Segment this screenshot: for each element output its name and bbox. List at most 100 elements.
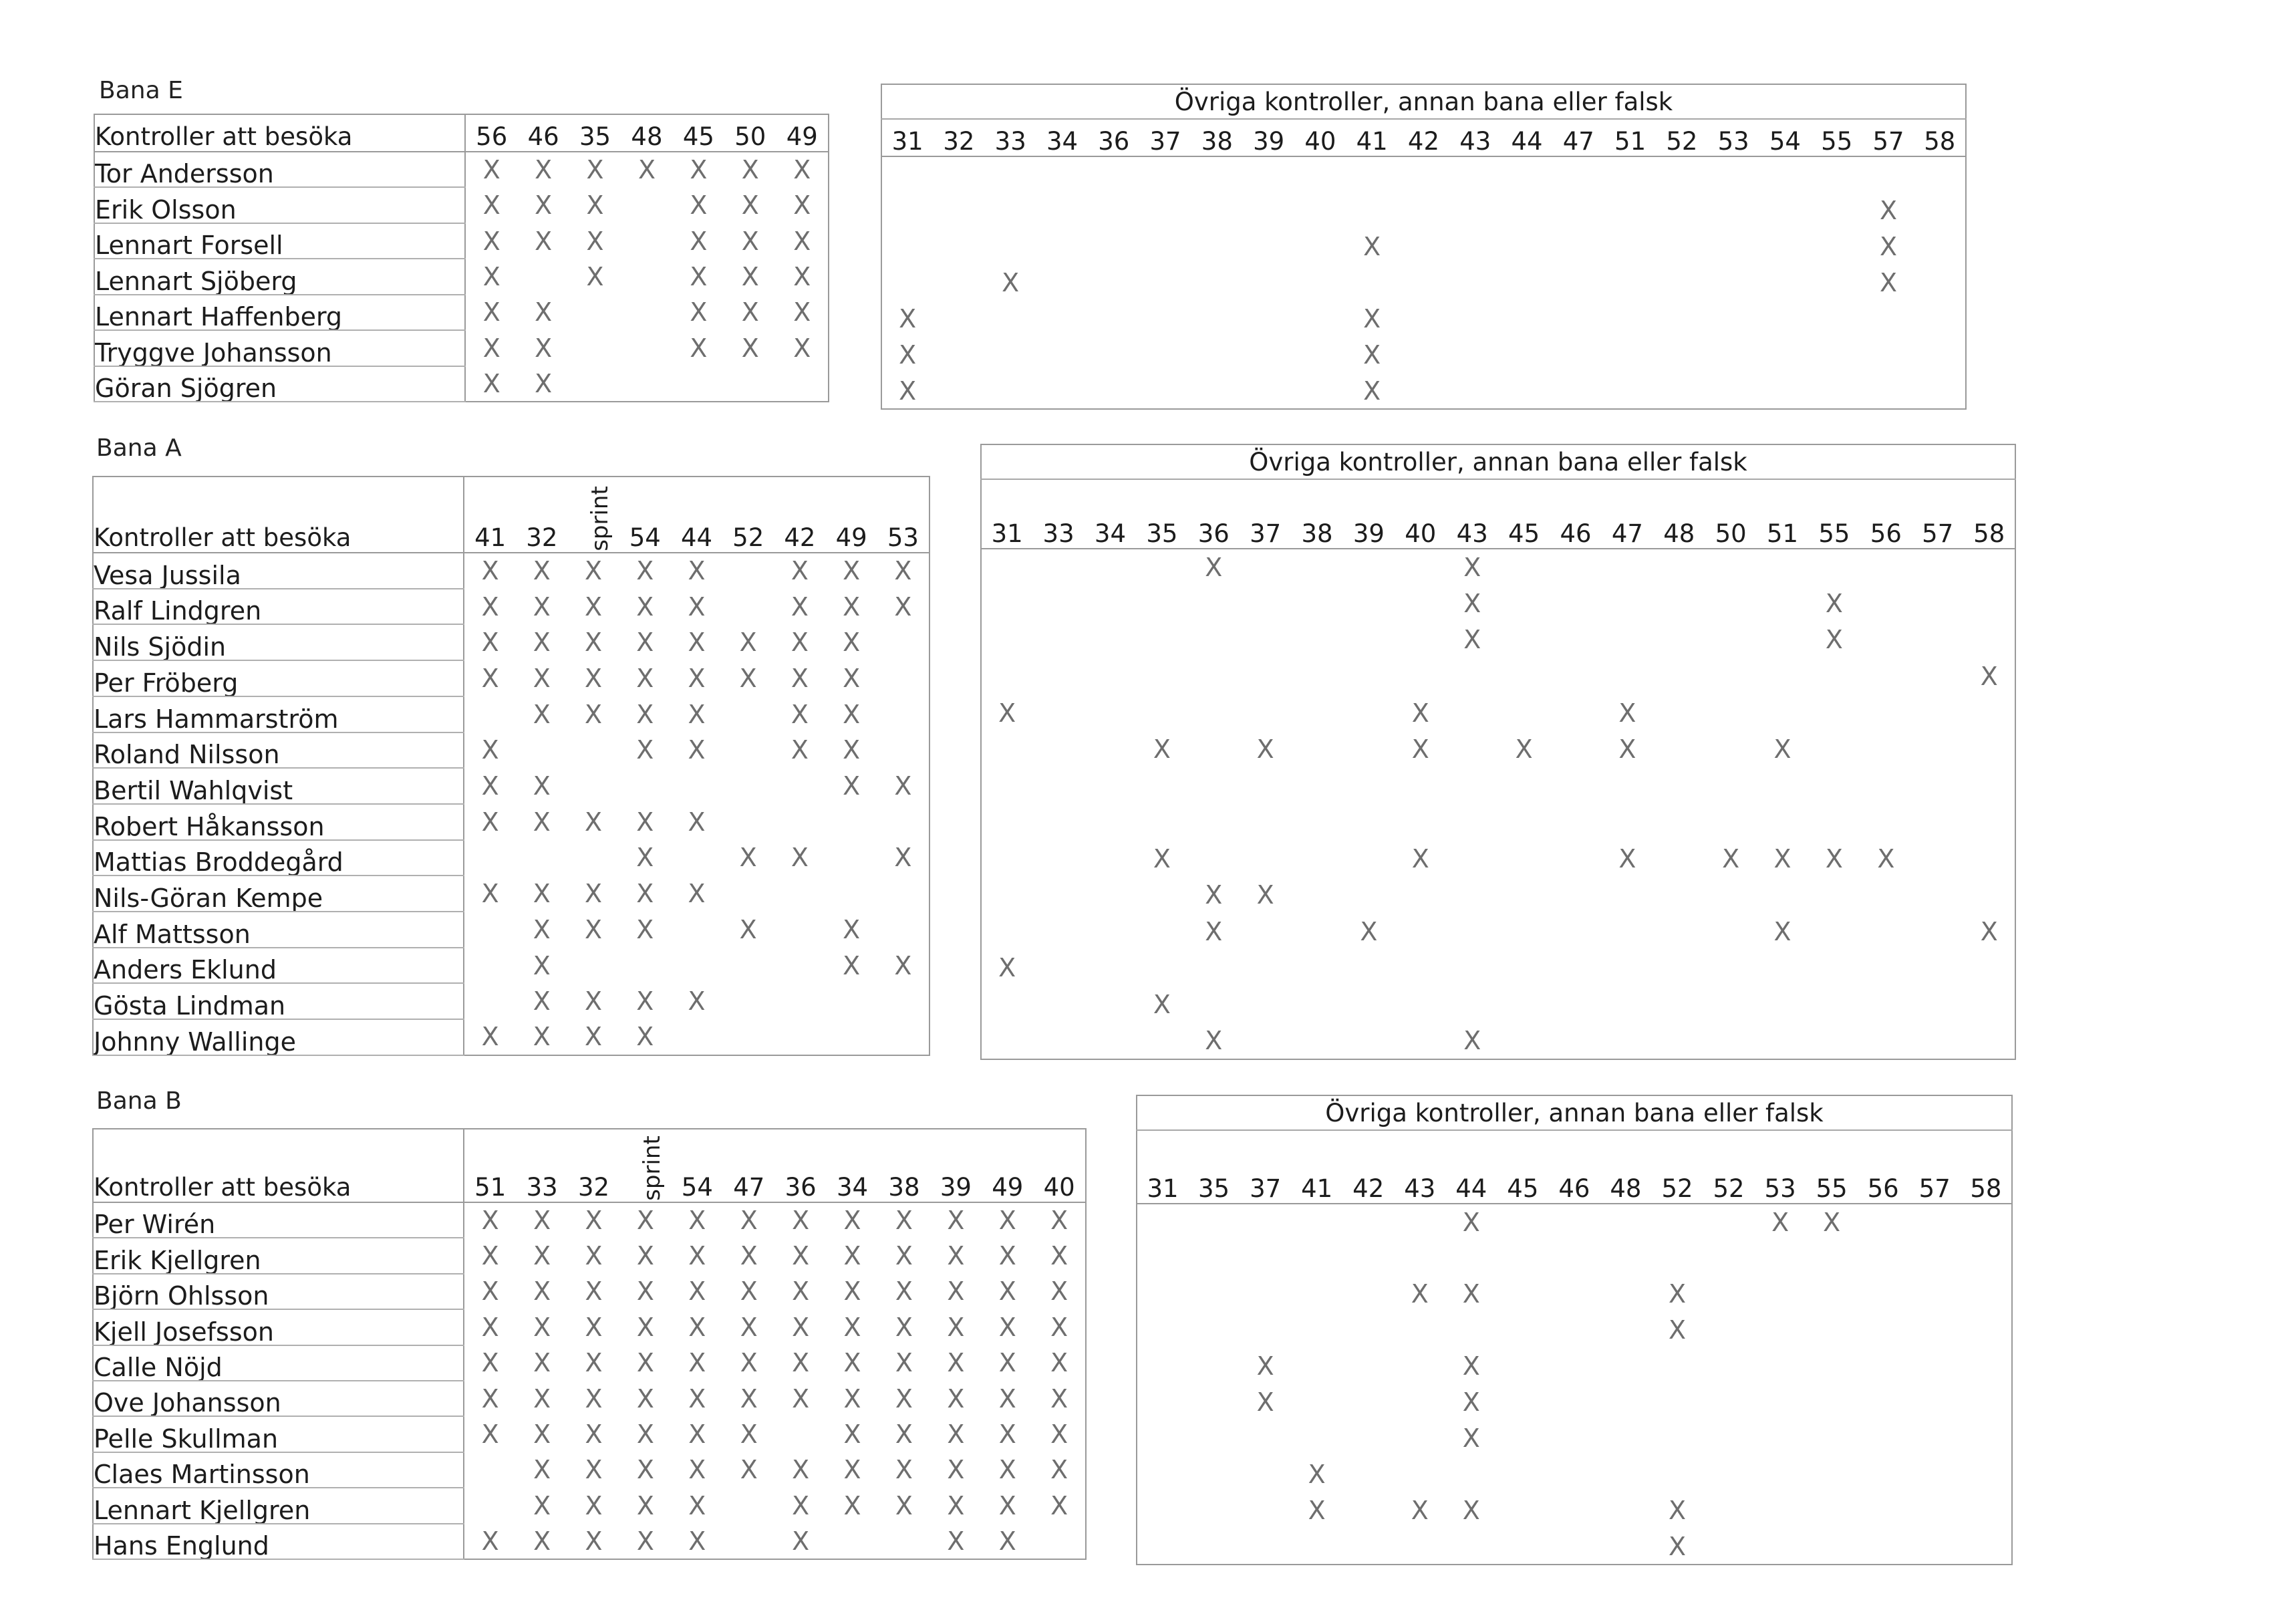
other-control-mark <box>1757 549 1808 585</box>
other-control-mark <box>1963 841 2015 878</box>
other-control-mark <box>1963 767 2015 804</box>
other-control-mark <box>1653 877 1705 914</box>
other-control-mark <box>1860 877 1912 914</box>
control-mark: X <box>636 1383 654 1414</box>
other-control-mark: X <box>1363 232 1381 261</box>
other-control-number: 42 <box>1342 1130 1395 1204</box>
other-control-mark <box>1137 1204 1188 1240</box>
other-control-mark <box>1600 1420 1651 1456</box>
other-runner-row <box>981 767 2015 804</box>
other-control-mark <box>1447 950 1498 986</box>
other-control-mark <box>1653 622 1705 658</box>
other-control-mark <box>1136 1023 1187 1059</box>
other-control-mark <box>1398 265 1449 301</box>
control-mark: X <box>792 1455 810 1485</box>
other-control-mark <box>1705 767 1756 804</box>
other-control-mark <box>1139 156 1191 192</box>
other-control-mark <box>1498 694 1550 731</box>
other-control-mark <box>1550 622 1601 658</box>
control-mark: X <box>636 1206 654 1236</box>
control-mark: X <box>998 1206 1016 1236</box>
other-control-mark: X <box>1153 843 1171 874</box>
control-mark: X <box>792 1206 810 1236</box>
other-control-mark <box>1755 1492 1806 1528</box>
other-control-mark <box>1395 950 1446 986</box>
other-control-mark <box>1240 841 1291 878</box>
runner-row: Calle Nöjd X X X X X X X X X X X X <box>93 1345 1086 1381</box>
other-control-number: 37 <box>1240 1130 1292 1204</box>
other-control-mark <box>1191 373 1243 409</box>
control-mark: X <box>481 663 499 693</box>
other-control-mark <box>1398 156 1449 192</box>
other-control-mark <box>1032 658 1084 695</box>
other-control-mark <box>1963 731 2015 768</box>
other-control-mark <box>1346 265 1398 301</box>
control-number: 44 <box>670 477 723 553</box>
other-number-row: 31 33 34 35 36 37 38 39 40 43 45 46 47 48 50 51 55 56 57 58 <box>981 479 2015 549</box>
other-control-mark <box>1909 1240 1961 1276</box>
control-mark: X <box>998 1312 1016 1342</box>
control-mark: X <box>741 333 759 363</box>
other-control-mark <box>1811 192 1862 229</box>
control-mark <box>826 804 877 840</box>
control-mark: X <box>585 1526 603 1556</box>
control-mark <box>877 804 929 840</box>
other-control-mark <box>1808 950 1860 986</box>
control-mark: X <box>533 1206 551 1236</box>
control-number: 35 <box>569 114 621 152</box>
other-control-mark <box>1757 877 1808 914</box>
other-control-mark <box>1604 337 1656 373</box>
other-control-mark <box>1703 1492 1755 1528</box>
other-control-mark <box>1651 1348 1703 1384</box>
other-control-mark <box>1808 1023 1860 1059</box>
control-mark: X <box>688 1383 706 1414</box>
other-control-mark <box>1600 1240 1651 1276</box>
runner-name: Lennart Sjöberg <box>94 259 466 295</box>
other-control-mark <box>1860 585 1912 622</box>
control-mark: X <box>740 1312 758 1342</box>
other-control-mark <box>1498 804 1550 841</box>
control-mark: X <box>535 368 553 398</box>
other-control-mark <box>1497 1528 1548 1565</box>
other-control-mark <box>1909 1456 1961 1492</box>
other-control-mark <box>1497 1384 1548 1420</box>
runner-row: Johnny Wallinge X X X X <box>93 1019 929 1056</box>
other-control-mark <box>1394 1456 1445 1492</box>
other-control-mark <box>1136 658 1187 695</box>
other-control-mark <box>1497 1492 1548 1528</box>
other-control-mark <box>1862 373 1914 409</box>
other-control-mark <box>1085 694 1136 731</box>
other-control-number: 57 <box>1912 479 1964 549</box>
other-control-mark <box>1912 731 1963 768</box>
other-control-mark <box>1653 950 1705 986</box>
other-control-mark <box>1139 373 1191 409</box>
other-control-mark <box>881 156 933 192</box>
sprint-label: sprint <box>639 1135 666 1201</box>
other-control-mark <box>1858 1204 1909 1240</box>
other-control-mark <box>1498 877 1550 914</box>
other-control-mark <box>1653 585 1705 622</box>
control-mark: X <box>533 1277 551 1307</box>
other-control-number: 57 <box>1862 119 1914 157</box>
other-control-mark <box>1032 877 1084 914</box>
other-control-mark <box>1811 301 1862 337</box>
other-control-number: 40 <box>1395 479 1447 549</box>
other-control-mark <box>1600 1348 1651 1384</box>
other-control-mark: X <box>1463 588 1481 618</box>
other-control-mark <box>1909 1492 1961 1528</box>
runner-name: Gösta Lindman <box>93 983 464 1021</box>
other-control-mark <box>1032 622 1084 658</box>
other-control-mark <box>1498 1023 1550 1059</box>
other-control-number: 51 <box>1604 119 1657 157</box>
other-control-mark <box>1501 229 1552 265</box>
other-control-mark <box>1291 877 1342 914</box>
other-control-mark <box>1188 1492 1240 1528</box>
control-mark <box>464 840 516 876</box>
runner-name: Claes Martinsson <box>93 1452 464 1489</box>
other-control-mark <box>1602 767 1653 804</box>
other-control-mark <box>1445 1528 1497 1565</box>
other-control-mark <box>1811 373 1862 409</box>
other-control-mark: X <box>998 698 1016 728</box>
